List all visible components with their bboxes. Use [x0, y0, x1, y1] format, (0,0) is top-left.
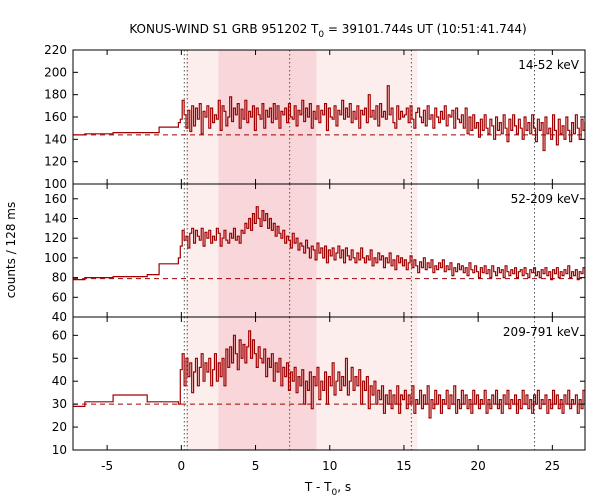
y-tick-label: 60	[52, 290, 67, 304]
shaded-interval-1	[218, 184, 317, 317]
energy-band-label: 52-209 keV	[511, 192, 580, 206]
x-tick-label: -5	[101, 459, 113, 473]
y-tick-label: 80	[52, 271, 67, 285]
y-tick-label: 220	[44, 43, 67, 57]
energy-band-label: 209-791 keV	[503, 325, 580, 339]
x-tick-label: 10	[322, 459, 337, 473]
panel-1: 40 60 80 100 120 140 160 52-209 keV	[44, 183, 586, 324]
x-axis-tick-labels: -5 0 5 10 15 20 25	[101, 459, 560, 473]
chart-title: KONUS-WIND S1 GRB 951202 T0 = 39101.744s…	[129, 22, 526, 40]
x-tick-label: 5	[252, 459, 260, 473]
x-tick-label: 0	[178, 459, 186, 473]
light-curve-series	[73, 330, 586, 419]
light-curve-series	[73, 206, 586, 281]
x-axis-label: T - T0, s	[304, 480, 351, 498]
y-tick-label: 140	[44, 211, 67, 225]
y-tick-label: 20	[52, 420, 67, 434]
y-tick-label: 100	[44, 177, 67, 191]
y-tick-label: 200	[44, 65, 67, 79]
y-tick-label: 160	[44, 110, 67, 124]
y-tick-label: 180	[44, 88, 67, 102]
y-axis-label: counts / 128 ms	[4, 202, 18, 298]
panel-0: 100 120 140 160 180 200 220 14-52 keV	[44, 43, 586, 191]
energy-band-label: 14-52 keV	[518, 58, 580, 72]
y-tick-label: 100	[44, 251, 67, 265]
x-tick-label: 25	[545, 459, 560, 473]
y-tick-label: 140	[44, 132, 67, 146]
panel-2: 10 20 30 40 50 60 209-791 keV	[52, 316, 586, 457]
x-tick-label: 15	[396, 459, 411, 473]
x-tick-label: 20	[471, 459, 486, 473]
y-tick-label: 160	[44, 192, 67, 206]
y-tick-label: 120	[44, 231, 67, 245]
y-tick-label: 40	[52, 374, 67, 388]
y-tick-label: 40	[52, 310, 67, 324]
y-tick-label: 10	[52, 443, 67, 457]
y-tick-label: 50	[52, 351, 67, 365]
panel-frame	[72, 316, 586, 451]
y-tick-label: 60	[52, 328, 67, 342]
light-curve-series	[73, 85, 586, 152]
y-tick-label: 30	[52, 397, 67, 411]
y-tick-label: 120	[44, 155, 67, 169]
